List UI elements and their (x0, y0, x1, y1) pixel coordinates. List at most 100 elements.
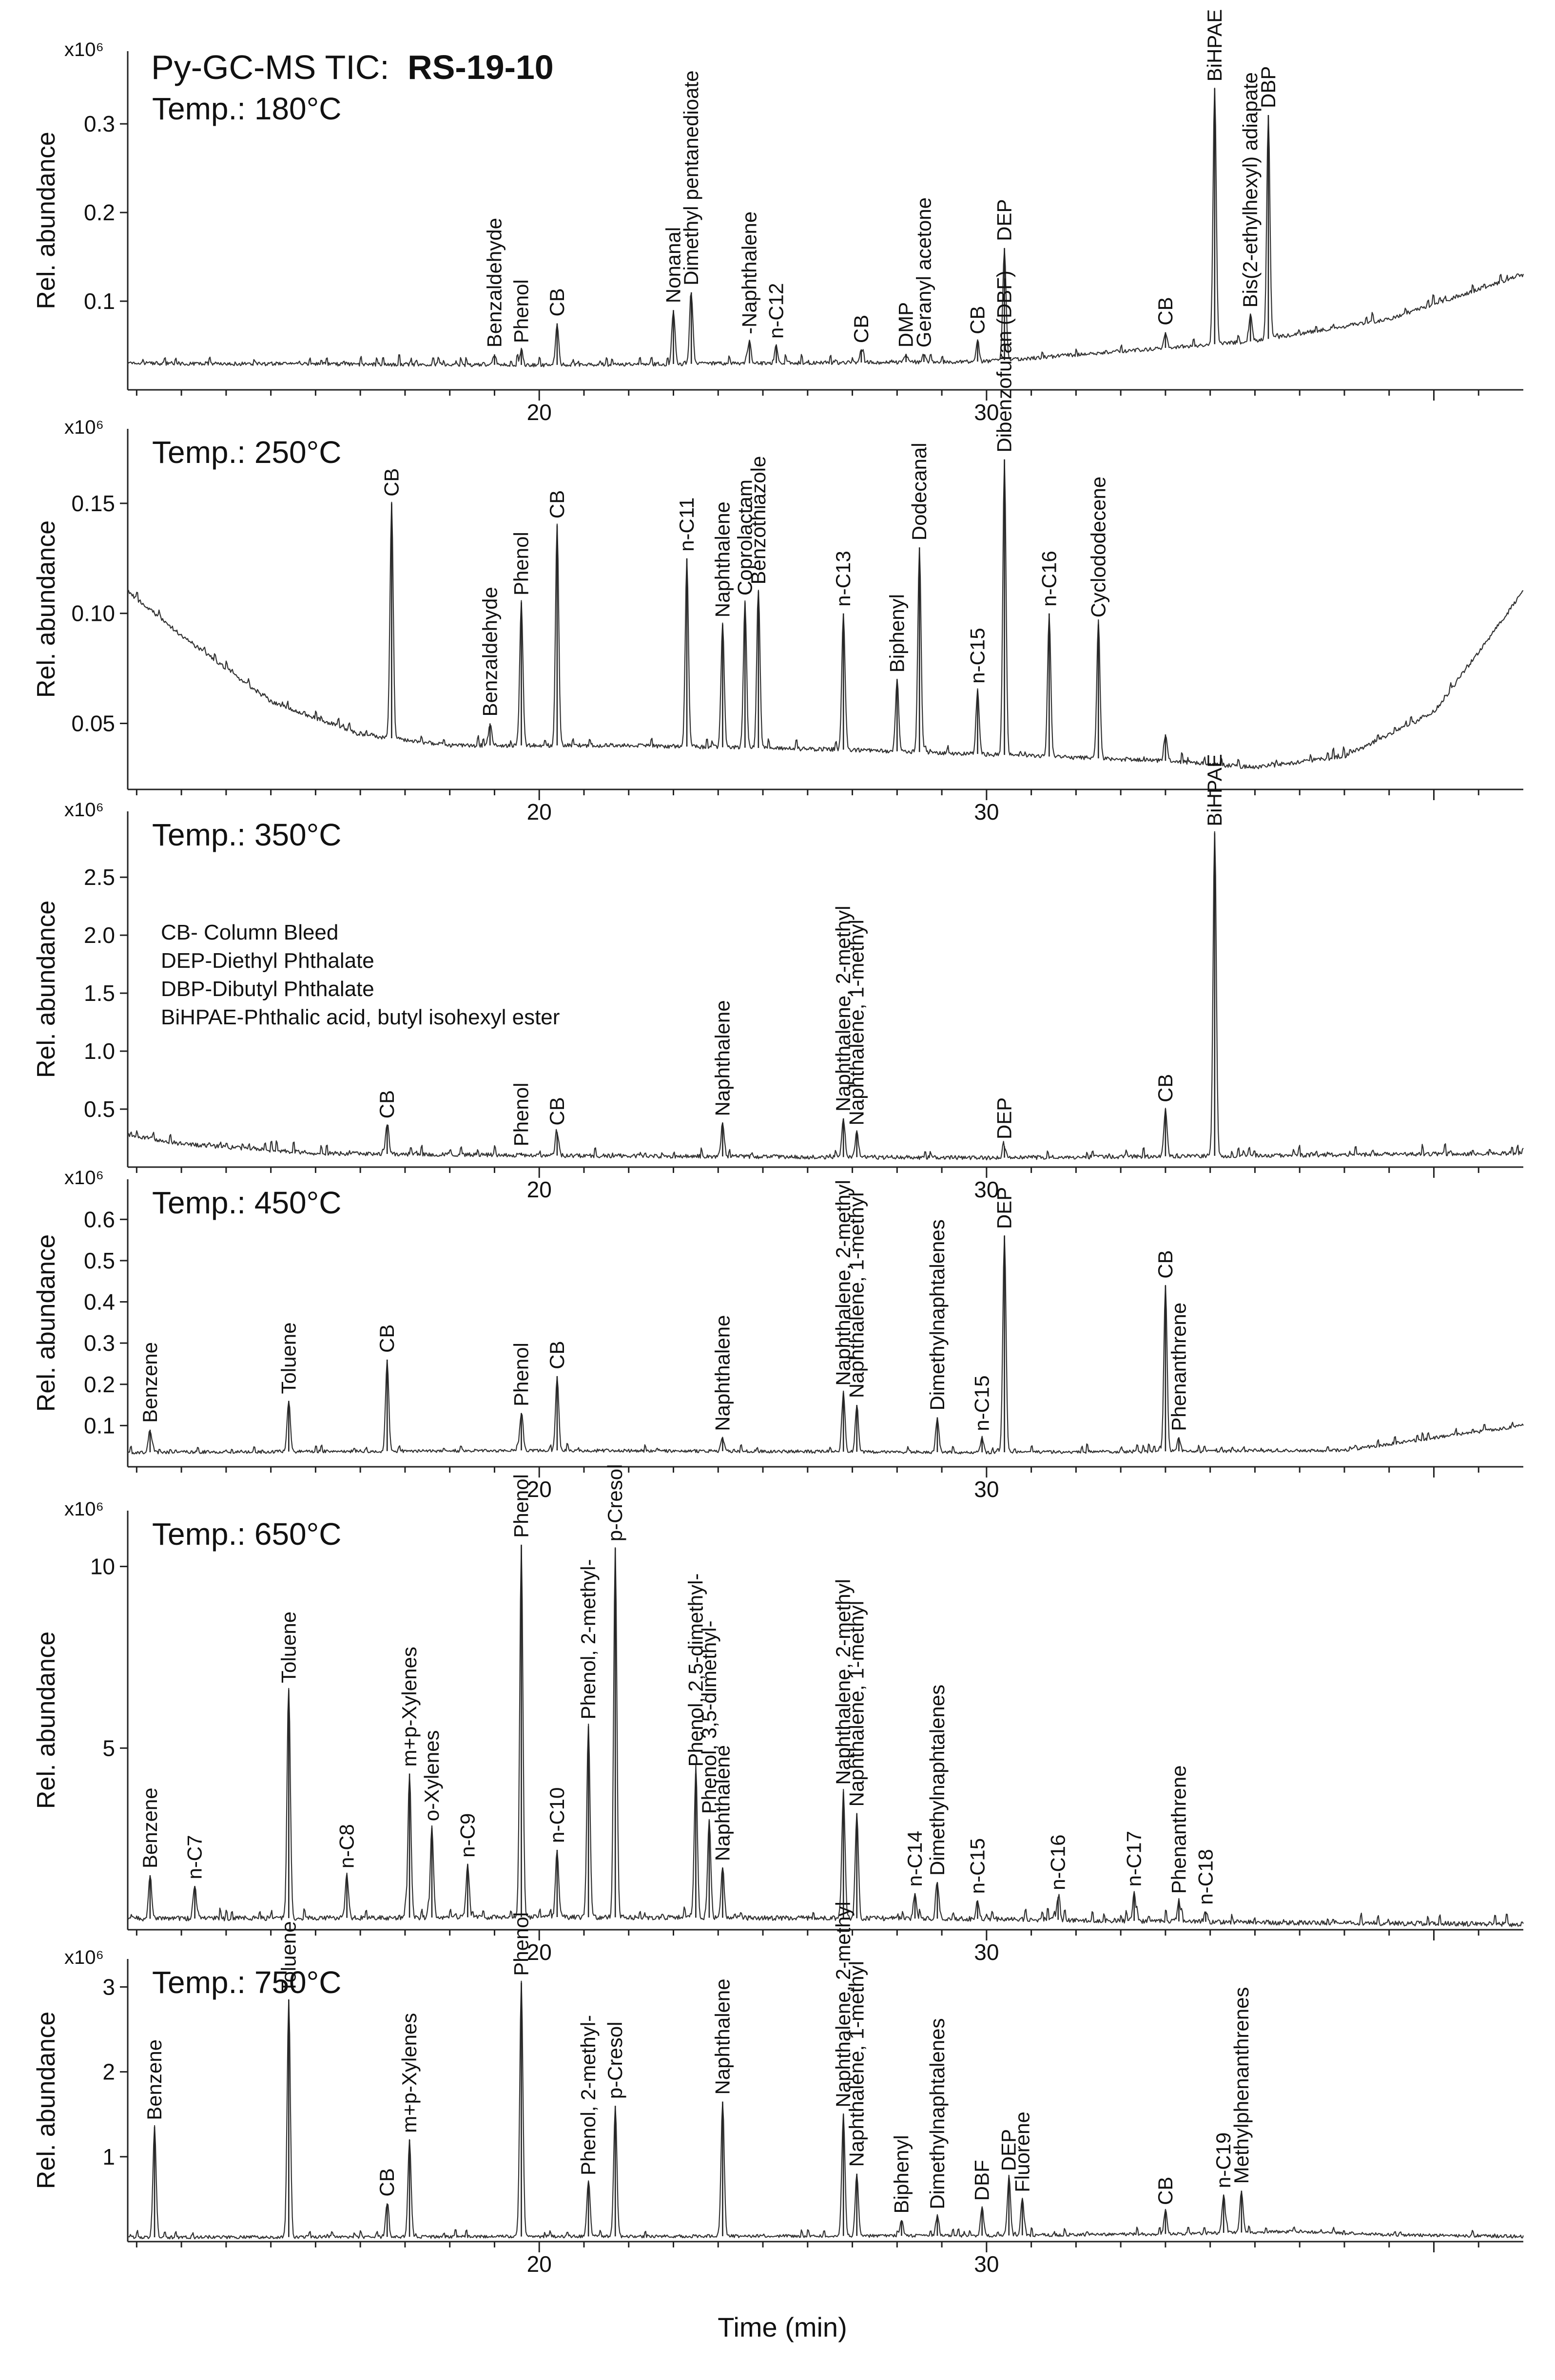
peak-label: n-C15 (966, 1838, 989, 1894)
x-tick-label: 30 (974, 1939, 999, 1965)
peak-label: Dimethylnaphtalenes (926, 1685, 949, 1876)
peak-label: Naphthalene, 1-methyl (845, 1961, 868, 2167)
peak-label: Naphthalene (711, 501, 734, 617)
y-tick-label: 5 (102, 1735, 115, 1761)
peak-label: Phenol (510, 279, 533, 343)
peak-label: n-C19 (1212, 2132, 1235, 2188)
chart-panel: 5 10 20 30 Rel. abundance x10⁶ Temp.: 650°C Ben… (32, 1464, 1524, 1965)
peak-label: n-C16 (1037, 551, 1060, 606)
peak-label: Naphthalene, 1-methyl (845, 920, 868, 1126)
peak-label: Phenol (510, 532, 533, 595)
peak-label: Benzene (138, 1342, 161, 1423)
peak-label: Naphthalene, 1-methyl (845, 1601, 868, 1807)
peak-label: Biphenyl (890, 2135, 913, 2213)
y-axis-label: Rel. abundance (32, 520, 60, 698)
peak-label: n-C8 (335, 1824, 358, 1868)
legend-item: DBP-Dibutyl Phthalate (161, 977, 374, 1001)
peak-label: n-C18 (1194, 1849, 1217, 1904)
peak-label: CB (1154, 1250, 1177, 1278)
peak-label: Phenanthrene (1167, 1303, 1190, 1431)
peak-label: CB (380, 468, 403, 497)
peak-label: Methylphenanthrenes (1230, 1987, 1253, 2184)
peak-label: n-C9 (456, 1813, 479, 1858)
tic-trace (127, 460, 1524, 769)
x-tick-label: 20 (527, 2251, 552, 2277)
peak-label: CB (545, 288, 568, 316)
peak-label: p-Cresol (603, 1464, 626, 1542)
peak-label: DMP (894, 302, 917, 347)
peak-label: DEP (993, 1187, 1016, 1229)
peak-label: n-C11 (675, 498, 698, 552)
peak-label: n-C12 (765, 283, 788, 339)
peak-label: CB (545, 1097, 568, 1125)
peak-label: Phenol, 3,5-dimethyl- (698, 1620, 720, 1814)
y-multiplier: x10⁶ (64, 1947, 104, 1968)
chart-panel: 0.1 0.2 0.3 0.4 0.5 0.6 20 30 Rel. abundance x10⁶… (32, 1167, 1524, 1502)
y-multiplier: x10⁶ (64, 1167, 104, 1189)
y-tick-label: 0.3 (84, 111, 115, 136)
peak-label: Benzene (143, 2039, 166, 2120)
sample-id: RS-19-10 (408, 48, 554, 86)
peak-label: Coprolactam (733, 480, 756, 595)
figure-title: Py-GC-MS TIC: RS-19-10 (151, 48, 554, 86)
x-tick-label: 20 (527, 1939, 552, 1965)
y-tick-label: 2 (102, 2059, 115, 2085)
peak-label: Naphthalene (711, 1000, 734, 1116)
chart-panel: 1 2 3 20 30 Rel. abundance x10⁶ Temp.: 750°C Ben… (32, 1901, 1524, 2277)
peak-label: Geranyl acetone (912, 197, 935, 347)
peak-label: Naphthalene, 2-methyl (832, 1180, 855, 1386)
peak-label: BiHPAE (1203, 754, 1226, 826)
y-tick-label: 0.6 (84, 1207, 115, 1232)
y-multiplier: x10⁶ (64, 1498, 104, 1520)
y-tick-label: 0.4 (84, 1289, 115, 1315)
y-tick-label: 0.5 (84, 1248, 115, 1273)
peak-label: Phenol (510, 1474, 533, 1538)
x-tick-label: 30 (974, 400, 999, 425)
legend-item: CB- Column Bleed (161, 921, 338, 944)
y-tick-label: 2.5 (84, 864, 115, 890)
tic-trace (127, 1546, 1524, 1927)
y-tick-label: 0.3 (84, 1330, 115, 1356)
peak-label: CB (1154, 1074, 1177, 1102)
legend-item: BiHPAE-Phthalic acid, butyl isohexyl est… (161, 1005, 560, 1029)
peak-label: n-C16 (1047, 1835, 1069, 1890)
peak-label: CB (375, 1090, 398, 1118)
x-tick-label: 20 (527, 1177, 552, 1202)
peak-label: Toluene (277, 1322, 300, 1394)
peak-label: n-C15 (971, 1375, 993, 1431)
y-axis-label: Rel. abundance (32, 1631, 60, 1809)
y-multiplier: x10⁶ (64, 799, 104, 821)
y-tick-label: 0.10 (71, 601, 115, 626)
peak-label: Fluorene (1011, 2111, 1033, 2192)
peak-label: Benzaldehyde (478, 587, 501, 716)
y-tick-label: 10 (90, 1554, 115, 1579)
peak-label: Benzothiazole (747, 456, 770, 585)
y-tick-label: 1.0 (84, 1038, 115, 1064)
peak-label: Naphthalene (711, 1745, 734, 1861)
x-tick-label: 30 (974, 1477, 999, 1502)
panel-temperature: Temp.: 650°C (152, 1516, 341, 1552)
y-tick-label: 0.1 (84, 288, 115, 314)
peak-label: Nonanal (662, 227, 685, 303)
peak-label: Dimethylnaphtalenes (926, 2018, 949, 2209)
peak-label: Bis(2-ethylhexyl) adiapate (1239, 72, 1262, 307)
peak-label: Naphthalene (711, 1315, 734, 1431)
peak-label: DEP (997, 2129, 1020, 2171)
peak-label: Dimethyl pentanedioate (680, 71, 702, 286)
peak-label: n-C10 (545, 1787, 568, 1843)
peak-label: CB (375, 2168, 398, 2196)
peak-label: Naphthalene, 2-methyl (832, 905, 855, 1112)
y-tick-label: 2.0 (84, 922, 115, 948)
y-axis-label: Rel. abundance (32, 901, 60, 1078)
peak-label: Dodecanal (908, 442, 931, 540)
peak-label: Cyclododecene (1087, 477, 1109, 618)
y-multiplier: x10⁶ (64, 39, 104, 60)
panel-temperature: Temp.: 450°C (152, 1185, 341, 1220)
peak-label: Dibenzofuran (DBF) (993, 270, 1016, 452)
chromatogram-panels: 0.1 0.2 0.3 20 30 Rel. abundance x10⁶ Temp.: 18… (32, 9, 1524, 2277)
peak-label: n-C13 (832, 551, 855, 606)
peak-label: -Naphthalene (738, 211, 761, 334)
peak-label: Naphthalene, 2-methyl (832, 1579, 855, 1785)
y-tick-label: 0.2 (84, 1372, 115, 1397)
